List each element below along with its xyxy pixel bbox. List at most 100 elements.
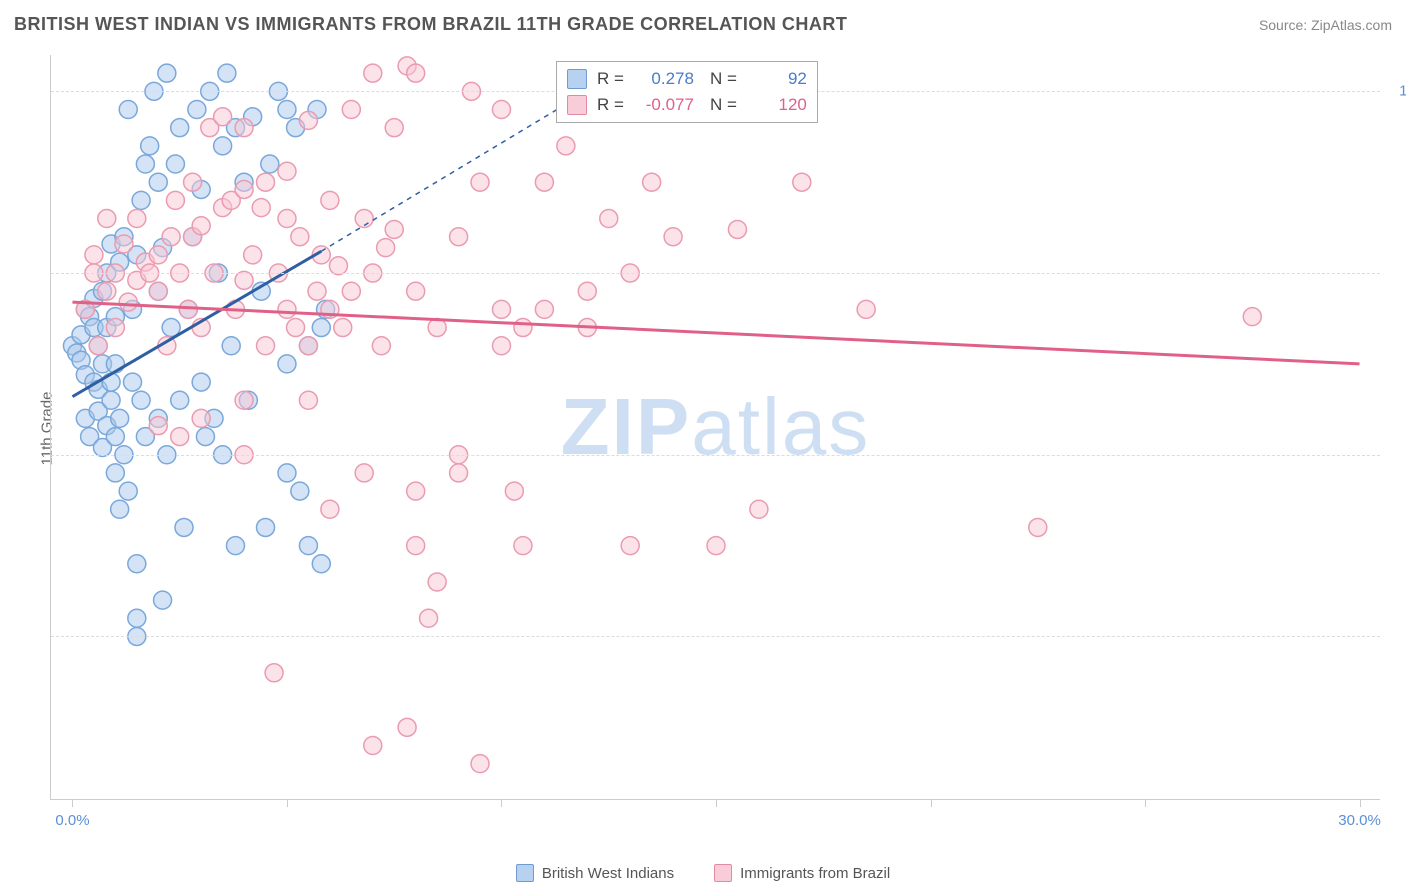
data-point	[299, 537, 317, 555]
data-point	[578, 282, 596, 300]
data-point	[450, 464, 468, 482]
n-label: N =	[710, 69, 737, 89]
data-point	[98, 210, 116, 228]
data-point	[299, 337, 317, 355]
data-point	[149, 417, 167, 435]
data-point	[299, 391, 317, 409]
data-point	[244, 246, 262, 264]
data-point	[557, 137, 575, 155]
data-point	[171, 119, 189, 137]
data-point	[750, 500, 768, 518]
data-point	[158, 64, 176, 82]
data-point	[278, 162, 296, 180]
data-point	[342, 101, 360, 119]
data-point	[450, 228, 468, 246]
data-point	[514, 319, 532, 337]
x-tick	[931, 799, 932, 807]
data-point	[312, 319, 330, 337]
data-point	[407, 282, 425, 300]
data-point	[342, 282, 360, 300]
legend-row-pink: R = -0.077 N = 120	[567, 92, 807, 118]
legend-label-pink: Immigrants from Brazil	[740, 865, 890, 882]
data-point	[252, 199, 270, 217]
data-point	[128, 210, 146, 228]
data-point	[132, 191, 150, 209]
data-point	[471, 755, 489, 773]
data-point	[257, 173, 275, 191]
data-point	[141, 137, 159, 155]
data-point	[85, 246, 103, 264]
data-point	[364, 736, 382, 754]
data-point	[98, 282, 116, 300]
data-point	[621, 537, 639, 555]
data-point	[728, 220, 746, 238]
trend-line	[321, 91, 587, 251]
data-point	[218, 64, 236, 82]
legend-swatch-blue	[567, 69, 587, 89]
data-point	[111, 409, 129, 427]
data-point	[106, 319, 124, 337]
data-point	[154, 591, 172, 609]
data-point	[492, 101, 510, 119]
data-point	[192, 373, 210, 391]
data-point	[166, 191, 184, 209]
data-point	[175, 518, 193, 536]
data-point	[355, 464, 373, 482]
data-point	[707, 537, 725, 555]
header-bar: BRITISH WEST INDIAN VS IMMIGRANTS FROM B…	[14, 14, 1392, 35]
data-point	[793, 173, 811, 191]
data-point	[136, 155, 154, 173]
x-tick	[287, 799, 288, 807]
data-point	[171, 428, 189, 446]
data-point	[119, 482, 137, 500]
data-point	[261, 155, 279, 173]
grid-line	[51, 455, 1380, 456]
data-point	[235, 391, 253, 409]
x-tick	[501, 799, 502, 807]
y-tick-label: 100.0%	[1390, 83, 1406, 100]
x-tick	[716, 799, 717, 807]
data-point	[428, 573, 446, 591]
n-label: N =	[710, 95, 737, 115]
series-legend: British West Indians Immigrants from Bra…	[0, 864, 1406, 882]
data-point	[235, 180, 253, 198]
data-point	[106, 464, 124, 482]
data-point	[192, 217, 210, 235]
data-point	[535, 300, 553, 318]
data-point	[535, 173, 553, 191]
x-tick-label: 30.0%	[1338, 812, 1381, 829]
legend-swatch-pink	[567, 95, 587, 115]
data-point	[149, 282, 167, 300]
data-point	[471, 173, 489, 191]
data-point	[287, 319, 305, 337]
data-point	[124, 373, 142, 391]
data-point	[334, 319, 352, 337]
data-point	[188, 101, 206, 119]
correlation-legend: R = 0.278 N = 92 R = -0.077 N = 120	[556, 61, 818, 123]
data-point	[385, 220, 403, 238]
grid-line	[51, 273, 1380, 274]
data-point	[128, 555, 146, 573]
data-point	[299, 111, 317, 129]
x-tick-label: 0.0%	[55, 812, 89, 829]
data-point	[257, 337, 275, 355]
data-point	[364, 64, 382, 82]
data-point	[119, 293, 137, 311]
data-point	[226, 537, 244, 555]
data-point	[111, 500, 129, 518]
data-point	[149, 173, 167, 191]
data-point	[377, 239, 395, 257]
data-point	[407, 64, 425, 82]
r-label: R =	[597, 69, 624, 89]
data-point	[278, 210, 296, 228]
data-point	[291, 228, 309, 246]
data-point	[222, 337, 240, 355]
data-point	[407, 482, 425, 500]
data-point	[291, 482, 309, 500]
data-point	[132, 391, 150, 409]
data-point	[643, 173, 661, 191]
data-point	[308, 282, 326, 300]
data-point	[857, 300, 875, 318]
scatter-plot	[51, 55, 1380, 799]
data-point	[312, 555, 330, 573]
